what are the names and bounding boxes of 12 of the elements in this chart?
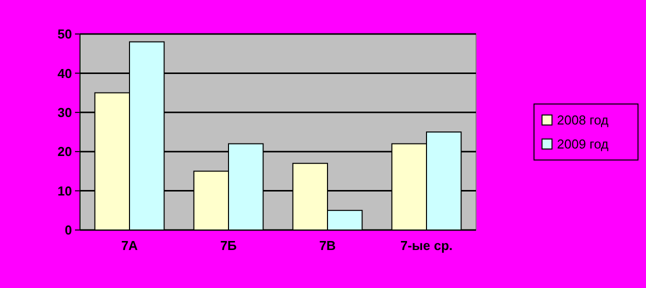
x-tick-label: 7-ые ср. [400, 238, 453, 253]
legend-label: 2009 год [557, 136, 609, 152]
y-tick-label: 0 [64, 222, 72, 238]
y-tick-label: 30 [58, 104, 72, 120]
x-tick-label: 7В [319, 238, 336, 253]
y-tick-label: 20 [58, 144, 72, 160]
y-tick-label: 40 [58, 66, 72, 81]
legend-label: 2008 год [557, 112, 609, 128]
x-tick-label: 7Б [220, 238, 237, 253]
y-tick-label: 50 [58, 26, 72, 42]
x-tick-label: 7А [121, 238, 138, 253]
y-tick-label: 10 [58, 183, 72, 198]
